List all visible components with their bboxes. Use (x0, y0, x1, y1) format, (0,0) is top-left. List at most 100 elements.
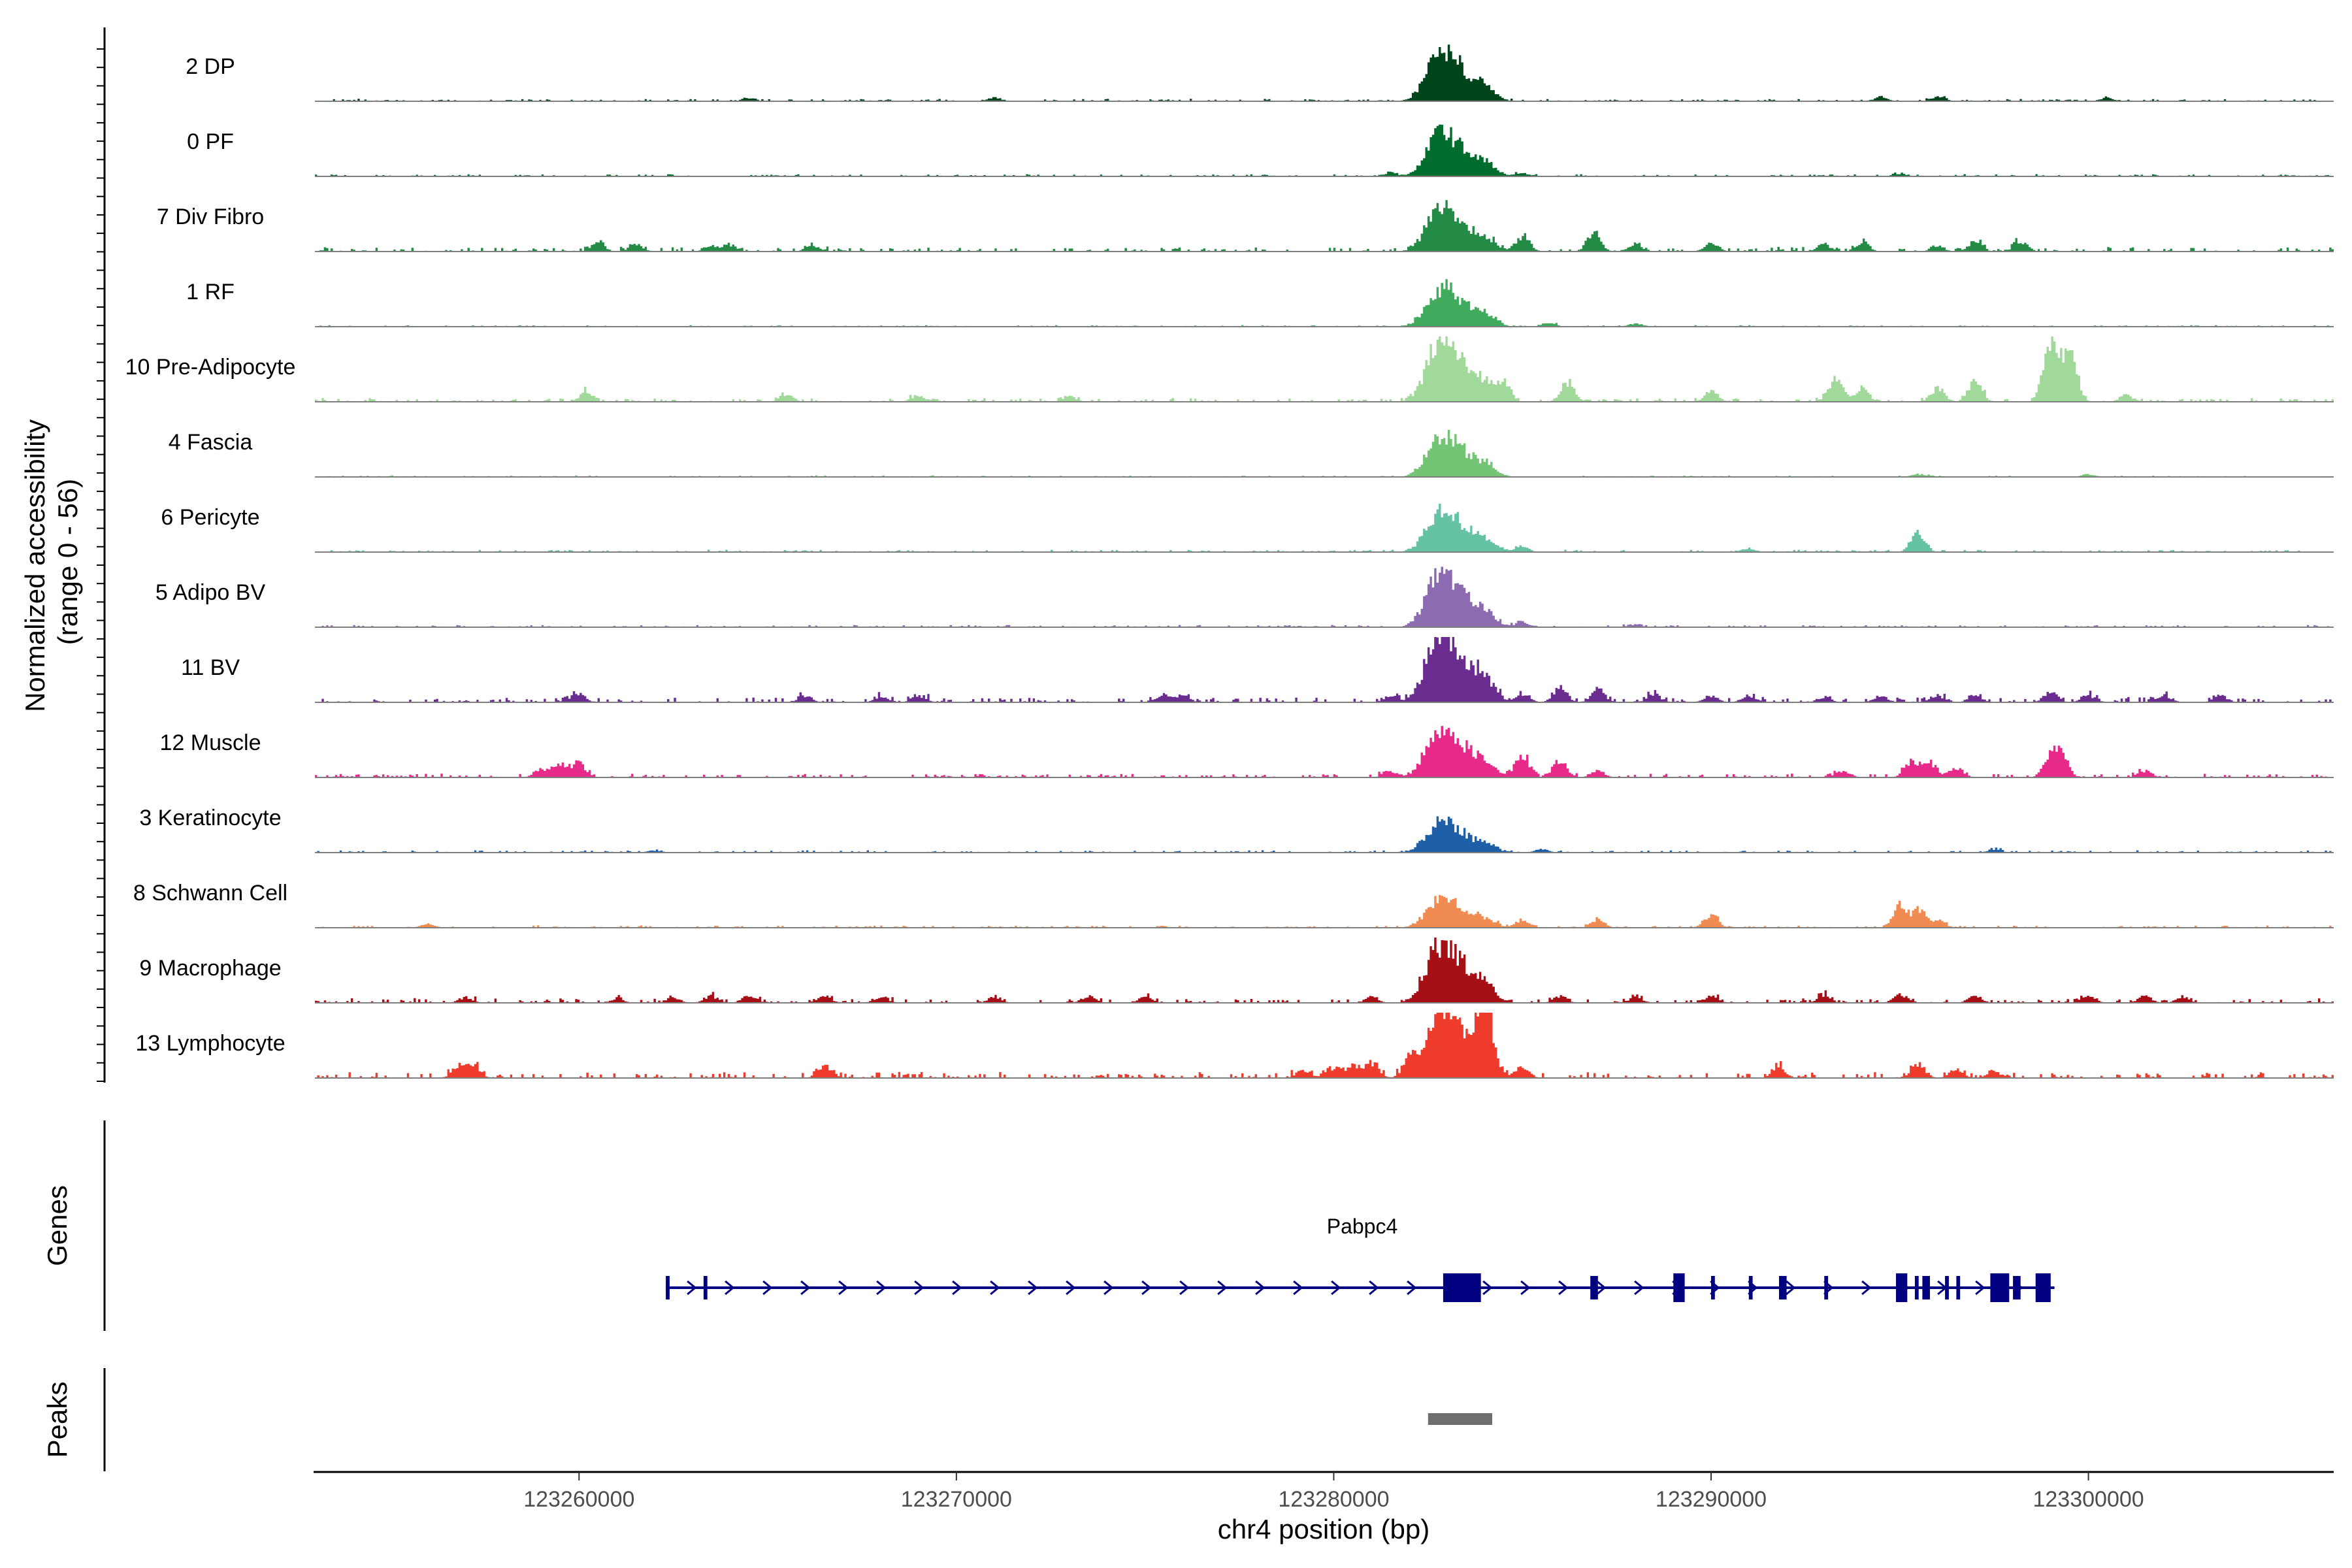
gene-exon (2035, 1273, 2051, 1302)
strand-arrow (1331, 1280, 1341, 1296)
track-11-bv: 11 BV (181, 637, 2334, 703)
strand-arrow (687, 1280, 697, 1296)
x-tick-label: 123270000 (901, 1487, 1012, 1512)
strand-arrow (1786, 1280, 1796, 1296)
gene-exon (1748, 1276, 1753, 1299)
strand-arrow (800, 1280, 811, 1296)
coverage-area (315, 44, 2334, 101)
gene-exon (1914, 1276, 1919, 1299)
y-axis-ticks (97, 48, 105, 1082)
strand-arrow (1596, 1280, 1607, 1296)
y-axis-title-line1: Normalized accessibility (20, 419, 50, 712)
peaks-panel-title: Peaks (42, 1382, 73, 1458)
track-label: 2 DP (186, 54, 235, 79)
gene-exon (1673, 1273, 1685, 1302)
coverage-area (315, 637, 2334, 702)
track-label: 8 Schwann Cell (133, 881, 287, 906)
gene-exon (1990, 1273, 2010, 1302)
track-1-rf: 1 RF (186, 279, 2334, 327)
gene-exon (666, 1276, 670, 1299)
strand-arrow (876, 1280, 887, 1296)
strand-arrow (1066, 1280, 1076, 1296)
strand-arrow (1103, 1280, 1114, 1296)
track-5-adipo-bv: 5 Adipo BV (155, 566, 2334, 628)
coverage-area (315, 566, 2334, 627)
strand-arrow (1975, 1280, 1985, 1296)
track-label: 5 Adipo BV (155, 580, 266, 605)
gene-exon (1711, 1276, 1715, 1299)
strand-arrow (1293, 1280, 1303, 1296)
x-tick-label: 123290000 (1656, 1487, 1767, 1512)
track-label: 13 Lymphocyte (135, 1031, 285, 1056)
track-9-macrophage: 9 Macrophage (139, 938, 2334, 1004)
peak-panel (1428, 1413, 1492, 1425)
strand-arrow (1255, 1280, 1266, 1296)
gene-exon (1896, 1273, 1908, 1302)
coverage-area (315, 200, 2334, 252)
strand-arrow (1861, 1280, 1872, 1296)
track-10-pre-adipocyte: 10 Pre-Adipocyte (125, 336, 2334, 402)
coverage-area (315, 279, 2334, 327)
coverage-area (315, 726, 2334, 777)
track-4-fascia: 4 Fascia (169, 429, 2334, 478)
track-label: 3 Keratinocyte (139, 806, 281, 830)
track-label: 12 Muscle (160, 730, 261, 755)
strand-arrow (952, 1280, 962, 1296)
x-axis-ticks: 123260000 123270000 123280000 123290000 1233… (523, 1472, 2144, 1512)
gene-exon (1824, 1276, 1829, 1299)
strand-arrow (914, 1280, 924, 1296)
x-tick-label: 123300000 (2033, 1487, 2144, 1512)
peak-region (1428, 1413, 1492, 1425)
strand-arrow (1558, 1280, 1569, 1296)
gene-exon (1945, 1276, 1949, 1299)
track-6-pericyte: 6 Pericyte (161, 503, 2334, 553)
strand-arrow (838, 1280, 849, 1296)
track-label: 6 Pericyte (161, 505, 259, 530)
strand-arrow (1407, 1280, 1417, 1296)
coverage-area (315, 1013, 2334, 1078)
strand-arrow (1217, 1280, 1228, 1296)
gene-exon (1590, 1276, 1598, 1299)
coverage-area (315, 503, 2334, 552)
track-8-schwann-cell: 8 Schwann Cell (133, 881, 2334, 928)
coverage-area (315, 429, 2334, 477)
gene-exon (1922, 1276, 1930, 1299)
track-0-pf: 0 PF (187, 124, 2334, 177)
strand-arrow (725, 1280, 735, 1296)
track-label: 7 Div Fibro (157, 204, 264, 229)
coverage-panel: 2 DP 0 PF 7 Div Fibro 1 RF 10 Pre-Adipocyte 4… (125, 44, 2334, 1079)
gene-exon (1779, 1276, 1787, 1299)
y-axis-title: Normalized accessibility (range 0 - 56) (20, 412, 83, 712)
track-label: 10 Pre-Adipocyte (125, 355, 296, 380)
track-3-keratinocyte: 3 Keratinocyte (139, 806, 2334, 853)
coverage-area (315, 336, 2334, 402)
x-tick-label: 123260000 (523, 1487, 634, 1512)
gene-label: Pabpc4 (1327, 1215, 1398, 1238)
track-label: 11 BV (181, 655, 240, 680)
gene-exon (1443, 1273, 1481, 1302)
x-tick-label: 123280000 (1278, 1487, 1389, 1512)
gene-panel: Pabpc4 (666, 1215, 2055, 1302)
track-label: 1 RF (186, 280, 235, 304)
x-axis-title: chr4 position (bp) (1218, 1514, 1430, 1544)
track-13-lymphocyte: 13 Lymphocyte (135, 1013, 2334, 1079)
track-7-div-fibro: 7 Div Fibro (157, 200, 2334, 252)
track-2-dp: 2 DP (186, 44, 2334, 102)
gene-exon (703, 1276, 708, 1299)
coverage-area (315, 894, 2334, 928)
strand-arrow (990, 1280, 1000, 1296)
track-label: 0 PF (187, 129, 234, 154)
strand-arrow (762, 1280, 773, 1296)
track-label: 4 Fascia (169, 430, 253, 455)
strand-arrow (1369, 1280, 1379, 1296)
genes-panel-title: Genes (42, 1185, 73, 1266)
track-label: 9 Macrophage (139, 956, 281, 981)
strand-arrow (1634, 1280, 1644, 1296)
gene-exon (2013, 1276, 2021, 1299)
strand-arrow (1028, 1280, 1038, 1296)
coverage-area (315, 938, 2334, 1003)
coverage-area (315, 816, 2334, 853)
coverage-area (315, 124, 2334, 176)
track-12-muscle: 12 Muscle (160, 726, 2334, 778)
